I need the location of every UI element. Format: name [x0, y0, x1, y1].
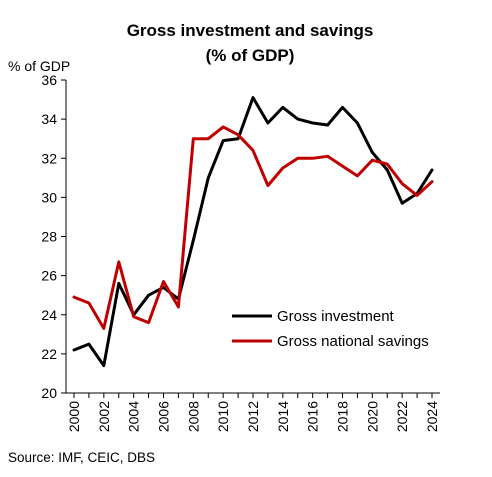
y-tick-label: 20	[41, 385, 57, 401]
y-tick-label: 24	[41, 307, 57, 323]
y-tick-label: 30	[41, 189, 57, 205]
y-tick-label: 26	[41, 268, 57, 284]
y-tick-label: 32	[41, 150, 57, 166]
series-line-gross-investment	[72, 96, 434, 368]
x-tick-label: 2022	[394, 401, 410, 432]
y-axis-label: % of GDP	[8, 58, 70, 74]
legend-label: Gross investment	[277, 308, 395, 325]
x-tick-label: 2010	[215, 401, 231, 432]
x-tick-label: 2008	[185, 401, 201, 432]
x-tick-label: 2006	[156, 401, 172, 432]
y-tick-label: 22	[41, 346, 57, 362]
x-tick-label: 2002	[96, 401, 112, 432]
x-tick-label: 2000	[66, 401, 82, 432]
series-lines	[72, 96, 434, 368]
x-tick-label: 2014	[275, 401, 291, 432]
x-tick-label: 2024	[424, 401, 440, 432]
chart-title: Gross investment and savings	[127, 21, 374, 40]
y-tick-label: 28	[41, 229, 57, 245]
x-tick-label: 2020	[364, 401, 380, 432]
legend-label: Gross national savings	[277, 333, 429, 350]
series-line-gross-national-savings	[72, 125, 434, 330]
x-tick-label: 2016	[305, 401, 321, 432]
x-axis-ticks: 2000 2002 2004 2006 2008 2010 2012 2014 2016 2018…	[66, 393, 440, 432]
legend: Gross investment Gross national savings	[232, 308, 429, 350]
x-tick-label: 2018	[335, 401, 351, 432]
y-tick-label: 36	[41, 72, 57, 88]
source-note: Source: IMF, CEIC, DBS	[8, 450, 155, 465]
x-tick-label: 2012	[245, 401, 261, 432]
y-tick-label: 34	[41, 111, 57, 127]
chart-subtitle: (% of GDP)	[206, 46, 295, 65]
y-axis-ticks: 20 22 24 26 28 30 32 34 36	[41, 72, 66, 401]
x-tick-label: 2004	[126, 401, 142, 432]
